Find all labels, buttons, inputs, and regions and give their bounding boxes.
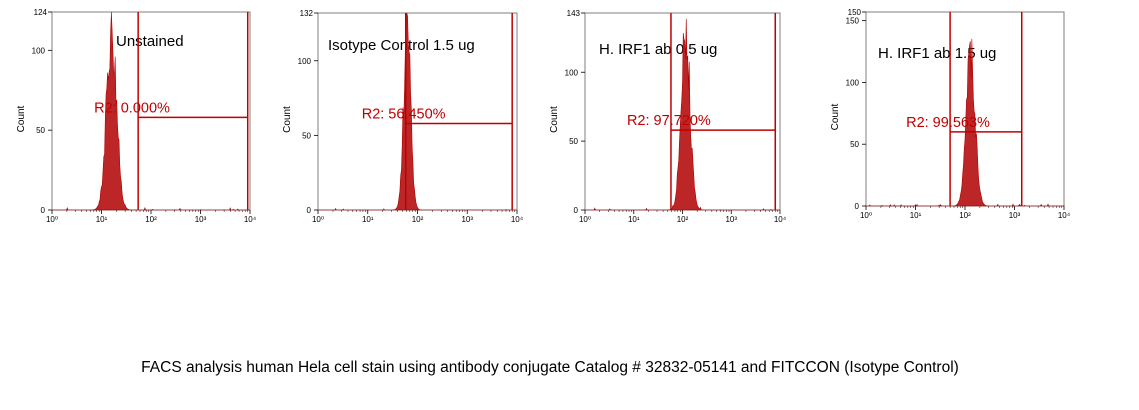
gate-label: R2: 0.000%	[94, 100, 170, 116]
y-max-label: 150	[848, 8, 862, 17]
x-tick-label: 10²	[145, 215, 157, 224]
x-tick-label: 10³	[195, 215, 207, 224]
x-tick-label: 10¹	[362, 215, 374, 224]
y-axis-label: Count	[16, 105, 27, 132]
y-max-label: 132	[300, 9, 314, 18]
y-axis-label: Count	[282, 106, 293, 133]
panel-title-irf1-1-5ug: H. IRF1 ab 1.5 ug	[878, 45, 997, 62]
x-tick-label: 10³	[725, 215, 737, 224]
x-tick-label: 10¹	[628, 215, 640, 224]
y-max-label: 143	[567, 9, 581, 18]
y-tick-label: 100	[32, 46, 46, 55]
histogram-plot-unstained: 0 50 100 124 Count 10⁰ 10¹ 10² 10³ 10⁴ R2: 0.000%	[16, 8, 257, 224]
gate-label: R2: 56.450%	[362, 106, 446, 122]
gate-label: R2: 97.720%	[627, 113, 711, 129]
histogram-area	[52, 11, 250, 211]
x-tick-label: 10⁴	[1058, 211, 1071, 220]
x-tick-label: 10⁴	[244, 215, 257, 224]
x-tick-label: 10⁰	[46, 215, 58, 224]
x-tick-label: 10¹	[96, 215, 108, 224]
y-tick-label: 100	[565, 68, 579, 77]
y-tick-label: 50	[302, 131, 311, 140]
x-tick-label: 10⁰	[312, 215, 324, 224]
x-tick-label: 10⁰	[579, 215, 591, 224]
x-tick-label: 10⁴	[774, 215, 787, 224]
histogram-area	[318, 12, 517, 211]
histogram-area	[866, 38, 1065, 207]
x-tick-label: 10²	[677, 215, 689, 224]
y-tick-label: 50	[569, 137, 578, 146]
y-tick-label: 0	[41, 206, 46, 215]
y-tick-label: 0	[574, 206, 579, 215]
panel-title-unstained: Unstained	[116, 33, 184, 50]
x-tick-label: 10³	[1009, 211, 1021, 220]
x-tick-label: 10²	[959, 211, 971, 220]
x-tick-label: 10⁴	[511, 215, 524, 224]
figure-caption: FACS analysis human Hela cell stain usin…	[141, 359, 959, 376]
y-axis-label: Count	[549, 106, 560, 133]
y-tick-label: 0	[307, 206, 312, 215]
histogram-plot-isotype-control: 0 50 100 132 Count 10⁰ 10¹ 10² 10³ 10⁴ R2: 56.450%	[282, 9, 524, 224]
y-tick-label: 150	[846, 17, 860, 26]
y-tick-label: 0	[855, 202, 860, 211]
x-tick-label: 10³	[461, 215, 473, 224]
histogram-area	[585, 18, 780, 211]
gate-label: R2: 99.563%	[906, 115, 990, 131]
y-tick-label: 50	[850, 140, 859, 149]
y-tick-label: 100	[298, 57, 312, 66]
x-tick-label: 10¹	[910, 211, 922, 220]
panel-title-isotype-control: Isotype Control 1.5 ug	[328, 37, 475, 54]
panel-title-irf1-0-5ug: H. IRF1 ab 0.5 ug	[599, 41, 718, 58]
x-tick-label: 10⁰	[860, 211, 872, 220]
x-tick-label: 10²	[412, 215, 424, 224]
y-max-label: 124	[34, 8, 48, 17]
y-tick-label: 100	[846, 78, 860, 87]
histogram-plot-irf1-0-5ug: 0 50 100 143 Count 10⁰ 10¹ 10² 10³ 10⁴ R2: 97.720%	[549, 9, 787, 224]
y-tick-label: 50	[36, 126, 45, 135]
y-axis-label: Count	[830, 103, 841, 130]
